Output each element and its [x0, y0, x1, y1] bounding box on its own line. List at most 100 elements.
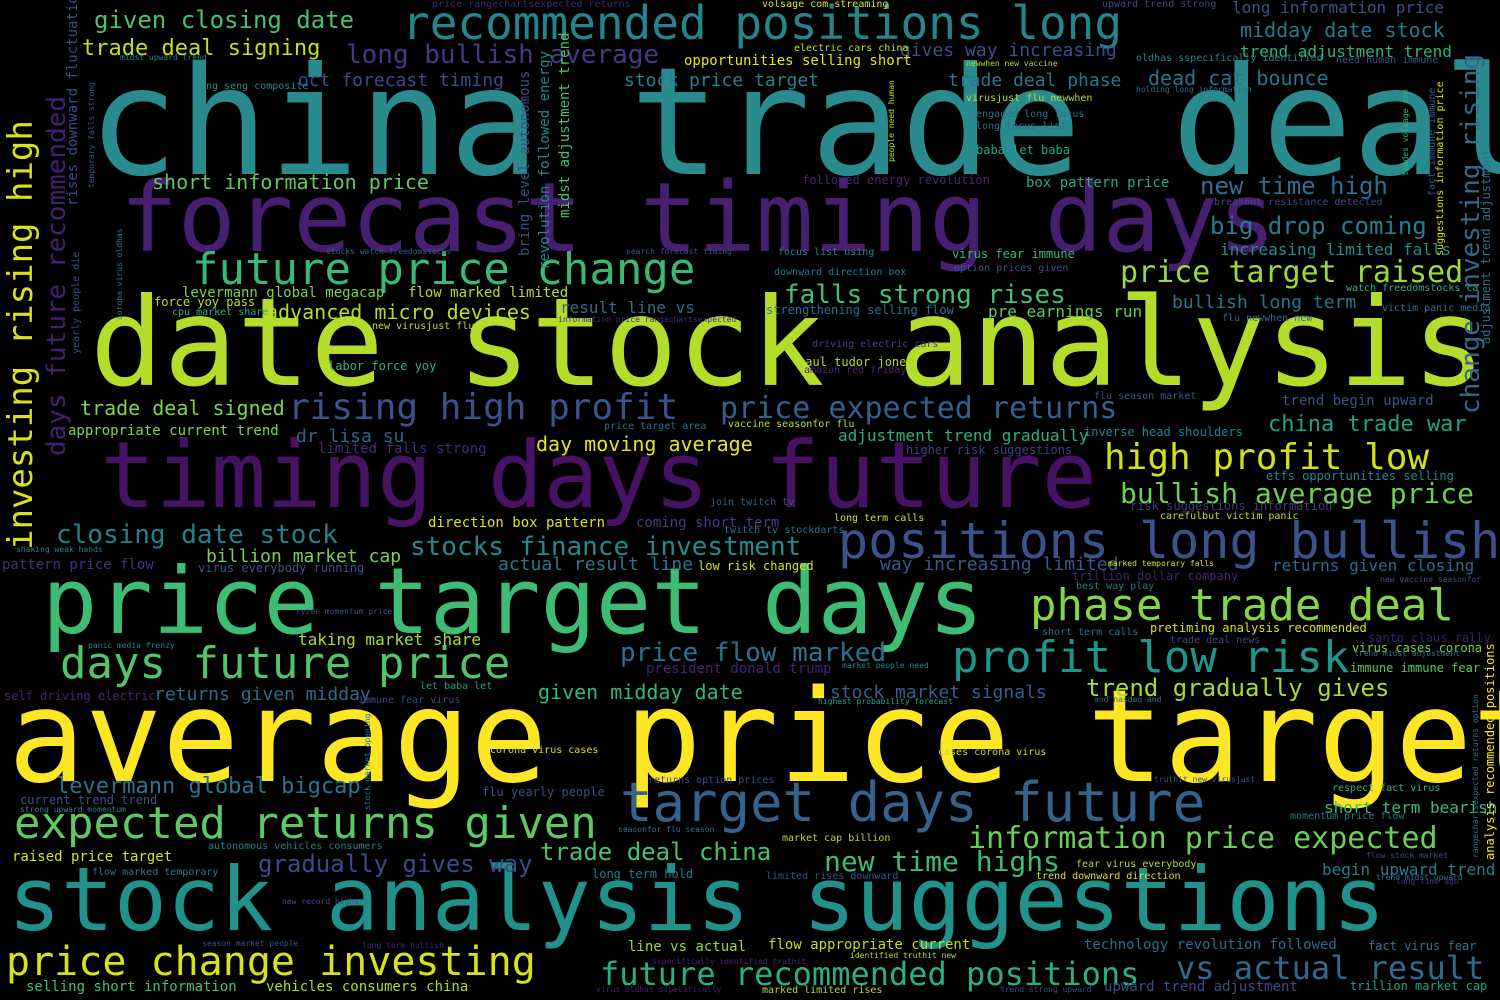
cloud-word: long term hold: [592, 867, 694, 881]
cloud-word: trade deal signed: [80, 396, 285, 420]
cloud-word: virus oldhas sspecifically: [596, 985, 722, 994]
cloud-word: twitch tv stockdarts: [724, 525, 845, 536]
cloud-word: appropriate current trend: [68, 423, 279, 439]
cloud-word: higher risk suggestions: [906, 443, 1073, 457]
cloud-word: engaged long focus: [976, 109, 1085, 120]
cloud-word: marked limited rises: [762, 985, 883, 996]
cloud-word: stock price target: [624, 70, 820, 91]
cloud-word: rangechartsexpected returns option: [1471, 694, 1480, 858]
cloud-word: trillion market cap: [1350, 979, 1488, 993]
cloud-word: price target days: [42, 548, 984, 655]
cloud-word: market people need: [842, 661, 929, 670]
cloud-word: price expected returns: [720, 391, 1118, 426]
cloud-word: search forecast timing: [626, 247, 732, 256]
cloud-word: long term bullish: [362, 941, 444, 950]
cloud-word: trade deal china: [540, 838, 772, 866]
cloud-word: technology revolution followed: [1084, 937, 1337, 953]
cloud-word: bullish average price: [1120, 477, 1475, 510]
cloud-word: phase trade deal: [1030, 580, 1454, 631]
cloud-word: selling short information: [26, 979, 237, 995]
cloud-word: etfs opportunities selling: [1266, 469, 1454, 483]
cloud-word: baba let baba: [976, 143, 1070, 157]
cloud-word: corona virus cases: [490, 745, 599, 756]
cloud-word: midst upward trend: [120, 53, 207, 62]
cloud-word: returns given midday: [154, 684, 371, 705]
cloud-word: people need human: [887, 80, 896, 162]
cloud-word: upward trend adjustment: [1104, 979, 1298, 995]
cloud-word: current trend trend: [20, 793, 158, 807]
cloud-word: identified truthit new: [850, 951, 956, 960]
cloud-word: trend midst upward: [1376, 873, 1463, 882]
cloud-word: high profit low: [1104, 437, 1430, 478]
cloud-word: investing rising high: [1, 120, 41, 550]
cloud-word: stock market opening: [363, 713, 372, 810]
cloud-word: new time highs: [824, 845, 1061, 878]
cloud-word: stocks finance investment: [410, 532, 802, 562]
cloud-word: long bullish average: [346, 40, 660, 70]
cloud-word: shaking weak hands: [16, 545, 103, 554]
cloud-word: oct forecast timing: [298, 70, 504, 91]
cloud-word: price flow marked: [620, 638, 887, 668]
cloud-word: immune fear virus: [358, 695, 461, 706]
cloud-word: day moving average: [536, 432, 753, 456]
cloud-word: information price expected: [968, 821, 1438, 856]
cloud-word: short information price: [152, 170, 429, 194]
cloud-word: paul tudor jones: [798, 355, 914, 369]
cloud-word: highest probability forecast: [818, 697, 953, 706]
cloud-word: cpu market share: [172, 307, 269, 318]
cloud-word: virus fear immune: [952, 247, 1075, 261]
cloud-word: new virusjust flu: [372, 321, 475, 332]
cloud-word: average price target: [8, 663, 1500, 812]
cloud-word: trend gradually gives: [1086, 674, 1390, 702]
cloud-word: ryzen momentum price: [296, 607, 393, 616]
cloud-word: driving electric cars: [812, 339, 939, 350]
cloud-word: respect fact virus: [1332, 783, 1441, 794]
cloud-word: immune immune fear: [1350, 661, 1481, 675]
cloud-word: virus cases corona: [1352, 641, 1483, 655]
cloud-word: need human immune: [1336, 55, 1439, 66]
cloud-word: expected returns given: [14, 798, 597, 849]
cloud-word: newwhen new vaccine: [966, 59, 1058, 68]
cloud-word: trade deal signing: [82, 36, 321, 61]
cloud-word: watch freedomstocks ca: [1346, 283, 1479, 294]
cloud-word: opportunities selling short: [684, 53, 912, 69]
cloud-word: volsage com streaming: [762, 0, 889, 10]
cloud-word: market cap billion: [782, 833, 891, 844]
cloud-word: flu yearly people: [482, 785, 605, 799]
cloud-word: direction box pattern: [428, 515, 606, 531]
cloud-word: price change investing: [6, 939, 536, 985]
cloud-word: stocks watch freedomstocks: [326, 247, 452, 256]
cloud-word: analysis recommended positions: [1483, 643, 1497, 860]
cloud-word: midday date stock: [1240, 18, 1445, 42]
cloud-word: labor force yoy: [328, 359, 437, 373]
cloud-word: trend downward direction: [1036, 871, 1181, 882]
cloud-word: flu season market: [1094, 391, 1197, 402]
cloud-word: season market people: [202, 939, 299, 948]
cloud-word: positions long bullish: [838, 512, 1500, 570]
cloud-word: focus list using: [778, 247, 875, 258]
cloud-word: flow appropriate current: [768, 937, 971, 953]
cloud-word: pattern price flow: [2, 557, 154, 573]
cloud-word: hang seng composite: [194, 81, 309, 92]
cloud-word: join twitch tv: [710, 497, 795, 508]
cloud-word: bullish long term: [1172, 292, 1357, 313]
cloud-word: santo claus rally: [1368, 631, 1491, 645]
cloud-word: trend begin upward: [1282, 393, 1434, 409]
cloud-word: electric cars china: [794, 43, 909, 54]
cloud-word: falls strong rises: [784, 280, 1066, 310]
cloud-word: profit low risk: [952, 632, 1350, 683]
cloud-word: strong upward momentum: [20, 805, 126, 814]
cloud-word: returns option prices: [648, 775, 775, 786]
cloud-word: begin upward trend: [1322, 860, 1496, 879]
cloud-word: corona virus oldhas: [115, 228, 124, 320]
cloud-word: low risk changed: [698, 559, 814, 573]
cloud-word: short term calls: [1042, 627, 1139, 638]
cloud-word: short term bearish: [1324, 798, 1498, 817]
cloud-word: target days future: [620, 771, 1206, 834]
cloud-word: suggestions information price: [1435, 81, 1446, 256]
cloud-word: bring level autonomous: [517, 70, 533, 256]
cloud-word: stock analysis suggestions: [8, 848, 1386, 951]
cloud-word: victim panic media: [1382, 303, 1491, 314]
cloud-word: box pattern price: [1026, 175, 1170, 191]
